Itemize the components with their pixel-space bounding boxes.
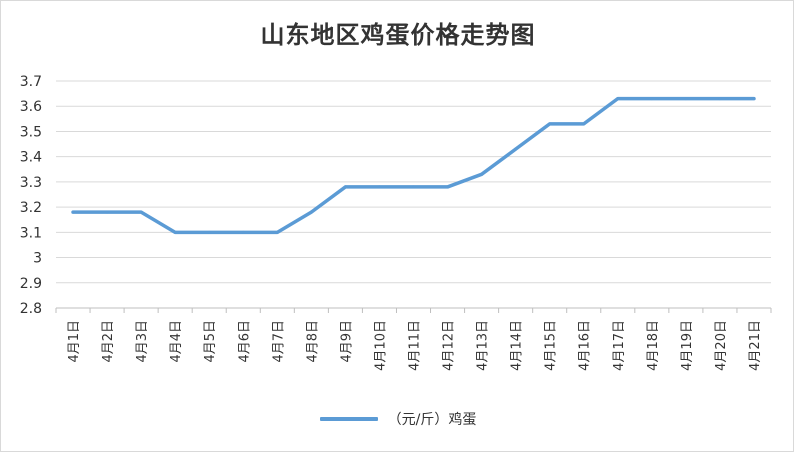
legend-label: （元/斤）鸡蛋: [387, 412, 477, 428]
data-point: [718, 97, 722, 101]
data-point: [480, 172, 484, 176]
y-tick-label: 3.6: [20, 99, 42, 115]
x-tick-label: 4月14日: [510, 320, 525, 371]
x-tick-label: 4月7日: [271, 320, 286, 363]
data-point: [173, 230, 177, 234]
series-layer: [71, 96, 756, 235]
data-point: [241, 230, 245, 234]
data-point: [752, 97, 756, 101]
y-tick-label: 3.7: [20, 74, 42, 90]
series-line: [71, 96, 756, 235]
y-axis-ticks: 2.8 2.9 3 3.1 3.2 3.3 3.4 3.5 3.6 3.7: [20, 74, 42, 317]
y-tick-label: 3.5: [20, 124, 42, 140]
x-tick-label: 4月10日: [373, 320, 388, 371]
x-tick-label: 4月15日: [544, 320, 559, 371]
data-point: [446, 185, 450, 189]
x-tick-label: 4月6日: [237, 320, 252, 363]
data-point: [548, 122, 552, 126]
data-point: [105, 210, 109, 214]
chart-title: 山东地区鸡蛋价格走势图: [260, 20, 536, 49]
legend-swatch: [319, 417, 378, 421]
data-point: [412, 185, 415, 189]
data-point: [650, 97, 654, 101]
data-point: [616, 97, 620, 101]
x-tick-label: 4月8日: [305, 320, 320, 363]
data-point: [207, 230, 211, 234]
y-tick-label: 3.1: [20, 225, 42, 241]
x-tick-label: 4月20日: [714, 320, 729, 371]
x-tick-label: 4月13日: [476, 320, 491, 371]
legend: （元/斤）鸡蛋: [1, 409, 794, 429]
x-tick-label: 4月19日: [680, 320, 695, 371]
x-tick-label: 4月17日: [612, 320, 627, 371]
data-point: [139, 210, 143, 214]
y-tick-label: 3.2: [20, 200, 42, 216]
x-tick-label: 4月9日: [339, 320, 354, 363]
x-tick-label: 4月5日: [203, 320, 218, 363]
x-tick-label: 4月12日: [442, 320, 457, 371]
x-tick-label: 4月16日: [578, 320, 593, 371]
x-tick-label: 4月1日: [67, 320, 82, 363]
data-point: [377, 185, 381, 189]
y-tick-label: 2.8: [20, 301, 42, 317]
data-point: [514, 147, 518, 151]
y-tick-label: 3: [33, 251, 42, 267]
x-tick-label: 4月21日: [748, 320, 763, 371]
x-tick-label: 4月4日: [169, 320, 184, 363]
data-point: [684, 97, 688, 101]
y-tick-label: 2.9: [20, 276, 42, 292]
data-point: [71, 210, 75, 214]
grid-lines: [56, 80, 771, 284]
x-tick-label: 4月2日: [101, 320, 116, 363]
y-tick-label: 3.3: [20, 175, 42, 191]
data-point: [275, 230, 279, 234]
y-tick-label: 3.4: [20, 150, 42, 166]
x-axis: [55, 307, 772, 313]
data-point: [343, 185, 347, 189]
x-tick-label: 4月11日: [408, 320, 423, 371]
x-axis-ticks: 4月1日 4月2日 4月3日 4月4日 4月5日 4月6日 4月7日 4月8日 4月9日 4月10…: [67, 320, 763, 371]
x-tick-label: 4月18日: [646, 320, 661, 371]
x-tick-label: 4月3日: [135, 320, 150, 363]
data-point: [582, 122, 586, 126]
data-point: [309, 210, 313, 214]
